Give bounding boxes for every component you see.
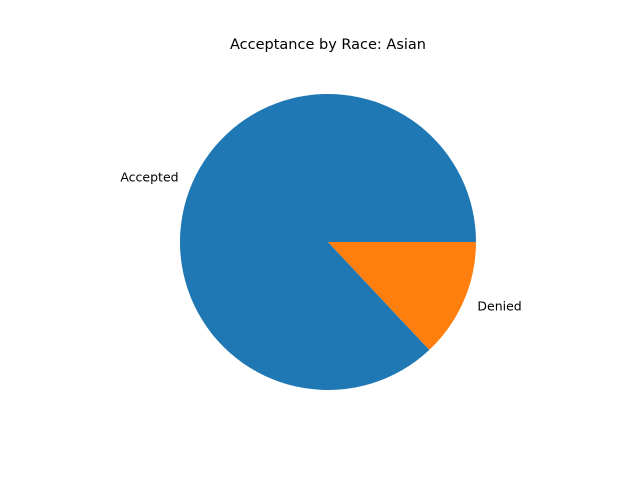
- pie-label-denied: Denied: [477, 299, 521, 314]
- pie-labels: Accepted Denied: [120, 169, 521, 313]
- pie-slice-accepted: [180, 93, 477, 390]
- chart-title: Acceptance by Race: Asian: [230, 37, 426, 53]
- pie-slices: [180, 93, 477, 390]
- pie-label-accepted: Accepted: [120, 169, 178, 184]
- pie-slice-denied: [328, 242, 476, 350]
